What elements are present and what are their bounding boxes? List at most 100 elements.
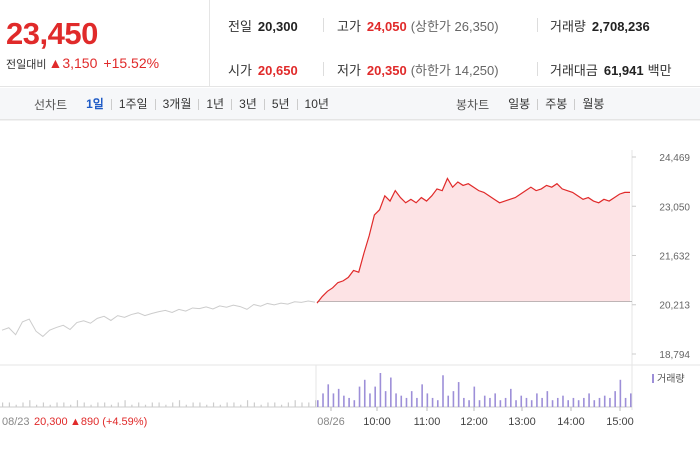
volume-bar-prev: [206, 404, 208, 407]
y-tick-label: 23,050: [659, 202, 690, 213]
stat-value: 20,650: [257, 63, 298, 78]
volume-bar: [499, 400, 502, 407]
volume-bar: [494, 393, 496, 407]
volume-bar: [556, 397, 559, 407]
volume-bars: 거래량: [2, 373, 685, 407]
volume-bar: [374, 386, 376, 407]
volume-bar-prev: [110, 404, 113, 407]
volume-bar-prev: [36, 404, 38, 407]
stats-panel: 전일 20,300 고가 24,050 (상한가 26,350) 거래량 2,708,2…: [210, 0, 700, 87]
volume-bar: [405, 397, 408, 407]
y-tick-label: 21,632: [659, 251, 690, 262]
volume-bar: [363, 379, 366, 407]
volume-bar-prev: [172, 402, 174, 407]
volume-bar: [483, 395, 486, 407]
volume-bar: [577, 400, 580, 407]
volume-bar-prev: [90, 404, 92, 407]
volume-bar: [478, 400, 481, 407]
volume-bar-prev: [199, 402, 201, 407]
volume-bar-prev: [56, 402, 58, 407]
volume-bar-prev: [192, 402, 194, 407]
tab-1day[interactable]: 1일: [79, 98, 112, 110]
y-axis-labels: 24,469 23,050 21,632 20,213 18,794: [632, 153, 690, 361]
volume-bar-prev: [138, 402, 140, 407]
volume-bar-prev: [42, 402, 45, 407]
volume-bar: [447, 395, 450, 407]
volume-bar: [562, 395, 564, 407]
volume-bar-prev: [260, 404, 262, 407]
volume-bar: [463, 397, 465, 407]
stat-label: 시가: [228, 63, 252, 78]
volume-bar-prev: [274, 402, 276, 407]
volume-bar-prev: [240, 404, 242, 407]
stat-label: 거래대금: [550, 63, 598, 78]
tab-weekly-candle[interactable]: 주봉: [538, 98, 576, 110]
line-chart-label: 선차트: [34, 97, 68, 112]
volume-bar-prev: [280, 404, 283, 407]
y-tick-label: 20,213: [659, 301, 690, 312]
lower-limit: (하한가 14,250): [410, 63, 499, 78]
volume-bar: [442, 375, 444, 407]
tab-1week[interactable]: 1주일: [112, 98, 156, 110]
volume-bar: [426, 393, 429, 407]
volume-bar-prev: [178, 400, 181, 407]
volume-bar: [583, 397, 585, 407]
volume-bar: [567, 400, 569, 407]
change-value: 3,150: [62, 55, 98, 71]
volume-bar: [410, 391, 413, 407]
prev-day-line: [1, 300, 316, 338]
volume-bar-prev: [185, 404, 187, 407]
y-tick-label: 24,469: [659, 153, 690, 164]
volume-bar-prev: [63, 402, 65, 407]
change-label: 전일대비: [6, 59, 47, 71]
volume-bar: [551, 400, 554, 407]
stat-value: 61,941: [603, 63, 644, 78]
volume-bar: [593, 400, 596, 407]
volume-bar: [510, 388, 512, 407]
volume-bar-prev: [22, 402, 24, 407]
stat-value: 24,050: [366, 19, 407, 34]
volume-bar: [489, 397, 491, 407]
volume-bar-prev: [49, 404, 51, 407]
stat-value: 20,300: [257, 19, 298, 34]
volume-bar: [390, 377, 392, 407]
stat-label: 고가: [337, 19, 361, 34]
stat-prev-close: 전일 20,300: [228, 16, 298, 35]
stat-label: 전일: [228, 19, 252, 34]
stat-low: 저가 20,350 (하한가 14,250): [337, 60, 499, 79]
stat-value: 2,708,236: [591, 19, 650, 34]
stat-volume: 거래량 2,708,236: [550, 16, 650, 35]
volume-bar: [395, 393, 397, 407]
volume-bar: [515, 400, 517, 407]
volume-bar-prev: [124, 400, 126, 407]
prev-day-line-group: [1, 300, 316, 338]
volume-bar: [452, 391, 455, 407]
tab-daily-candle[interactable]: 일봉: [501, 98, 539, 110]
divider: [537, 62, 538, 76]
volume-bar-prev: [131, 404, 133, 407]
tab-monthly-candle[interactable]: 월봉: [582, 96, 605, 111]
volume-bar: [431, 397, 434, 407]
volume-bar: [598, 397, 601, 407]
tab-5year[interactable]: 5년: [265, 98, 298, 110]
volume-bar: [348, 397, 350, 407]
volume-bar: [473, 386, 476, 407]
tab-10year[interactable]: 10년: [304, 96, 329, 111]
volume-bar: [436, 400, 439, 407]
volume-bar-prev: [83, 402, 85, 407]
volume-bar-prev: [301, 402, 303, 407]
volume-bar: [546, 391, 549, 407]
tab-1year[interactable]: 1년: [199, 98, 233, 110]
today-area-fill: [317, 178, 630, 304]
volume-bar: [630, 393, 632, 407]
volume-bar: [400, 395, 403, 407]
tab-3month[interactable]: 3개월: [156, 98, 200, 110]
volume-bar-prev: [212, 402, 215, 407]
volume-bar: [457, 382, 460, 407]
volume-bar: [343, 395, 345, 407]
volume-bar: [541, 397, 543, 407]
x-tick-label: 15:00: [606, 416, 634, 428]
tab-3year[interactable]: 3년: [232, 98, 265, 110]
price-chart: 24,469 23,050 21,632 20,213 18,794 거래량 08/26…: [0, 119, 700, 450]
volume-bar-prev: [267, 402, 269, 407]
